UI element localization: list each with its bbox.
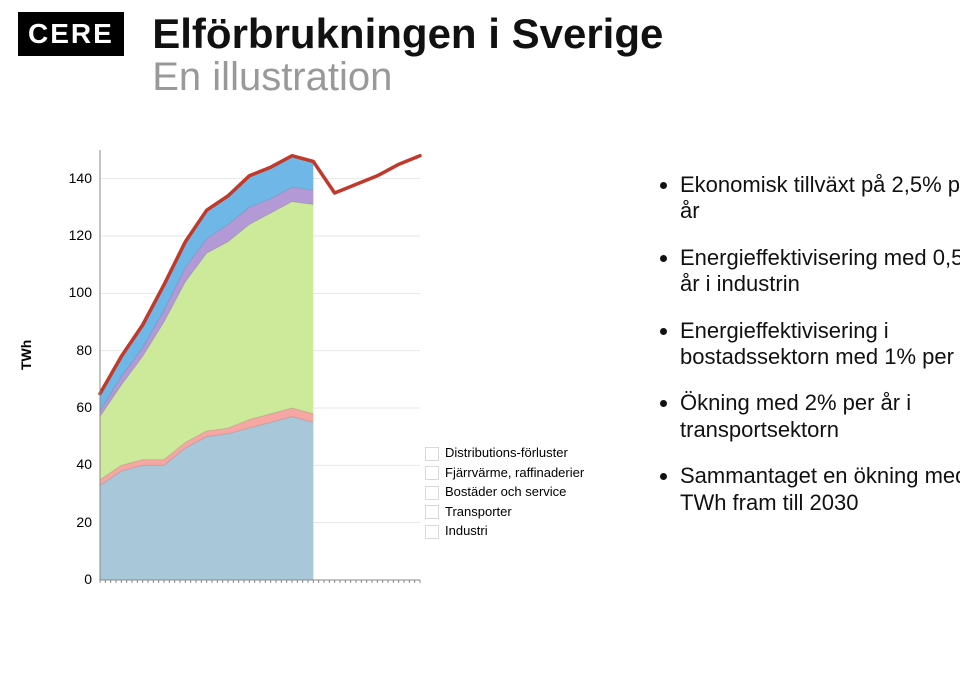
bullet: Ökning med 2% per år i transportsektorn bbox=[680, 390, 960, 443]
y-tick: 40 bbox=[64, 456, 92, 472]
bullets: Ekonomisk tillväxt på 2,5% per år Energi… bbox=[640, 172, 960, 536]
y-tick: 80 bbox=[64, 342, 92, 358]
swatch-bostader bbox=[425, 486, 439, 500]
y-tick: 140 bbox=[64, 170, 92, 186]
legend-label: Transporter bbox=[445, 504, 512, 519]
bullet: Energieffektivisering med 0,5% år i indu… bbox=[680, 245, 960, 298]
y-tick: 120 bbox=[64, 227, 92, 243]
bullet: Sammantaget en ökning med 13 TWh fram ti… bbox=[680, 463, 960, 516]
y-axis-label: TWh bbox=[18, 340, 34, 370]
y-tick: 20 bbox=[64, 514, 92, 530]
swatch-distribution bbox=[425, 447, 439, 461]
y-tick: 60 bbox=[64, 399, 92, 415]
swatch-industri bbox=[425, 525, 439, 539]
bullet: Ekonomisk tillväxt på 2,5% per år bbox=[680, 172, 960, 225]
y-tick: 100 bbox=[64, 284, 92, 300]
bullet: Energieffektivisering i bostadssektorn m… bbox=[680, 318, 960, 371]
legend: Distributions-förluster Fjärrvärme, raff… bbox=[425, 445, 584, 543]
page-title: Elförbrukningen i Sverige bbox=[152, 12, 663, 56]
y-tick: 0 bbox=[64, 571, 92, 587]
swatch-fjarrvarme bbox=[425, 466, 439, 480]
cere-logo: CERE bbox=[18, 12, 124, 56]
chart: TWh Distributions-förluster Fjärrvärme, … bbox=[30, 150, 630, 630]
legend-label: Distributions-förluster bbox=[445, 445, 568, 460]
legend-label: Fjärrvärme, raffinaderier bbox=[445, 465, 584, 480]
swatch-transporter bbox=[425, 505, 439, 519]
legend-label: Bostäder och service bbox=[445, 484, 566, 499]
page-subtitle: En illustration bbox=[152, 56, 663, 98]
legend-label: Industri bbox=[445, 523, 488, 538]
